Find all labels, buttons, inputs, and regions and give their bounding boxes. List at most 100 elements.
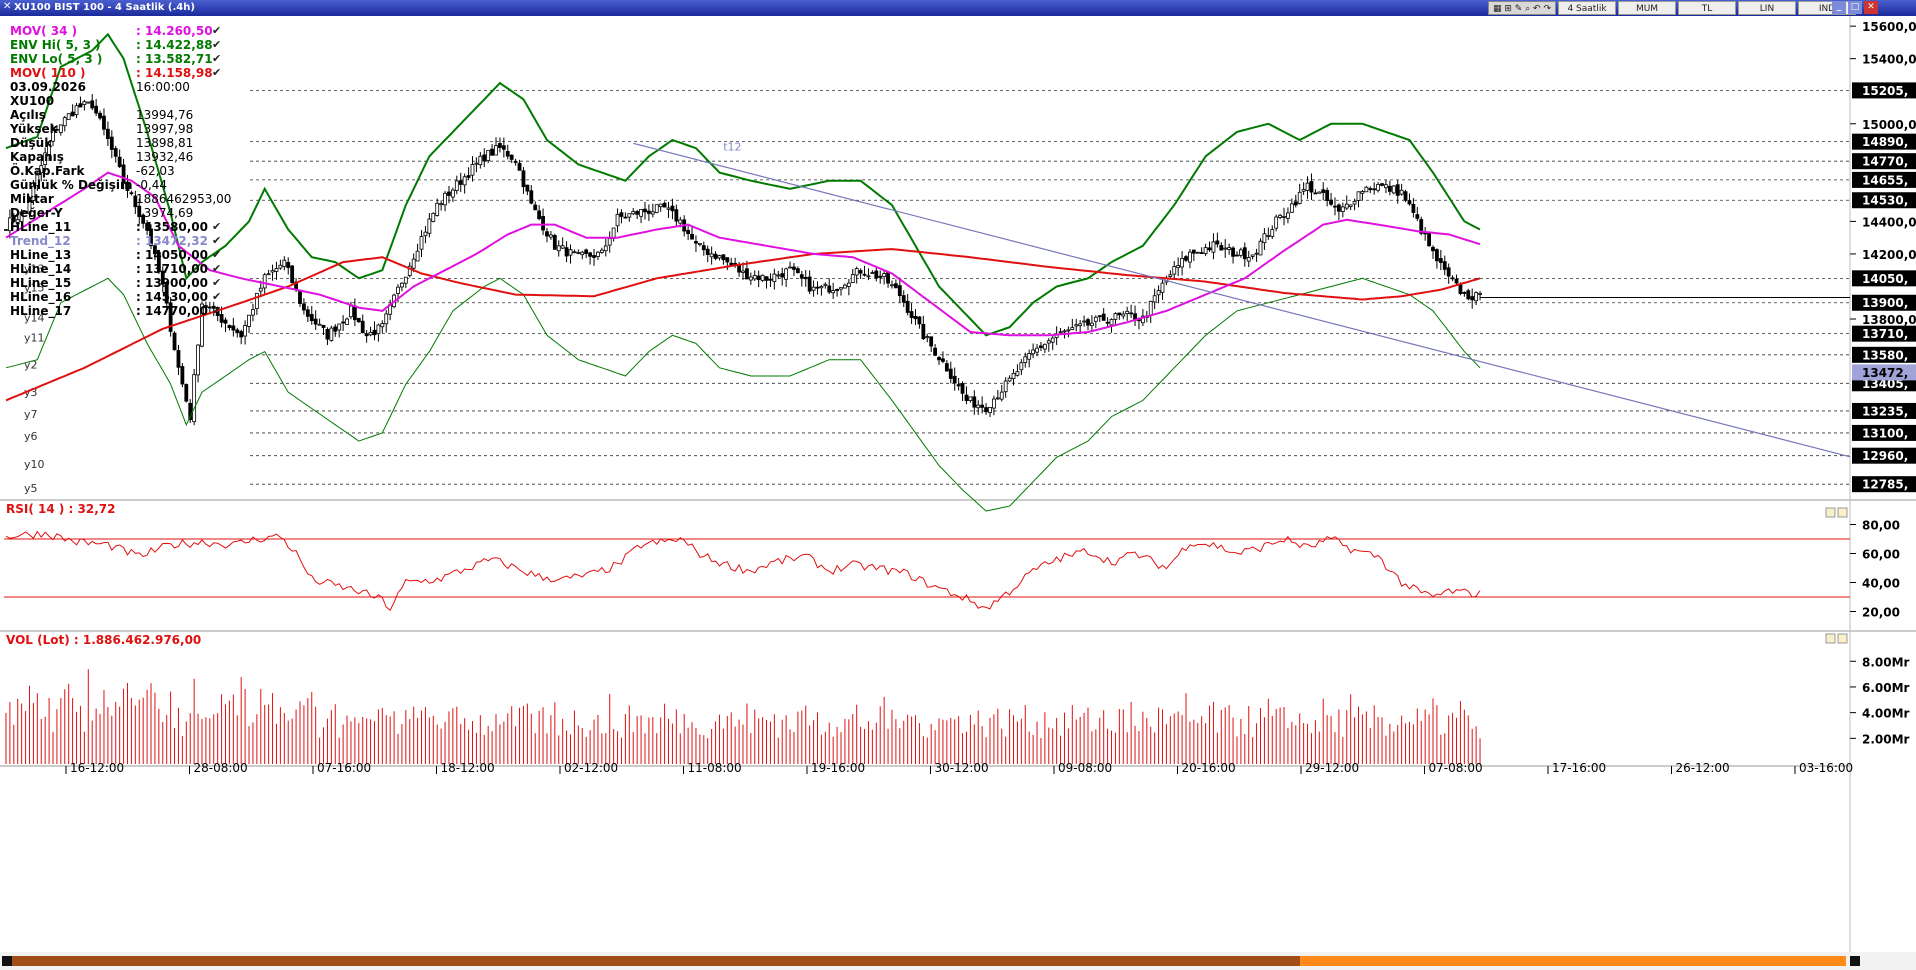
candle-body bbox=[662, 202, 667, 208]
candle-body bbox=[784, 268, 789, 280]
candle-body bbox=[1333, 205, 1337, 208]
price-pane-bg bbox=[0, 16, 1916, 500]
candle-body bbox=[1003, 380, 1008, 393]
candle-body bbox=[423, 231, 428, 237]
candle-body bbox=[823, 283, 828, 286]
candle-body bbox=[1129, 312, 1134, 315]
candle-body bbox=[976, 404, 981, 409]
time-axis-label: 07-16:00 bbox=[317, 761, 371, 775]
candle-body bbox=[333, 326, 338, 332]
candle-body bbox=[1121, 313, 1126, 317]
candle-body bbox=[1203, 247, 1208, 254]
period-selector[interactable]: 4 Saatlik bbox=[1558, 1, 1616, 15]
candle-body bbox=[901, 295, 906, 303]
visibility-check-icon[interactable]: ✔ bbox=[212, 234, 222, 247]
drawing-legend-row-label: HLine_16 bbox=[10, 290, 72, 304]
candle-body bbox=[705, 248, 710, 255]
candle-body bbox=[274, 268, 279, 272]
level-label: y15 bbox=[24, 281, 45, 294]
candle-body bbox=[490, 148, 494, 156]
drawing-legend-row-label: Trend_12 bbox=[10, 234, 71, 248]
price-line-badge-label: 15205, bbox=[1862, 84, 1908, 98]
volume-pane-restore-icon bbox=[1825, 633, 1836, 644]
visibility-check-icon[interactable]: ✔ bbox=[212, 248, 222, 261]
minimize-icon[interactable]: _ bbox=[1832, 1, 1846, 14]
candle-body bbox=[321, 324, 326, 328]
drawing-legend-row-value: : 13710,00 bbox=[136, 262, 208, 276]
candle-body bbox=[1097, 315, 1102, 318]
visibility-check-icon[interactable]: ✔ bbox=[212, 24, 222, 37]
candle-body bbox=[302, 303, 306, 311]
visibility-check-icon[interactable]: ✔ bbox=[212, 290, 222, 303]
candle-body bbox=[1348, 204, 1353, 207]
candle-body bbox=[564, 247, 569, 257]
price-line-badge bbox=[1852, 171, 1916, 188]
ohlc-row-value: 1886462953,00 bbox=[136, 192, 232, 206]
candle-body bbox=[686, 229, 691, 235]
ohlc-row-value: 13898,81 bbox=[136, 136, 194, 150]
time-axis-label: 17-16:00 bbox=[1552, 761, 1606, 775]
candle-body bbox=[105, 128, 110, 140]
window-menu-icon[interactable]: ✕ bbox=[3, 1, 12, 12]
time-axis-label: 18-12:00 bbox=[441, 761, 495, 775]
visibility-check-icon[interactable]: ✔ bbox=[212, 276, 222, 289]
scrollbar-thumb[interactable] bbox=[1300, 956, 1846, 966]
volume-pane-close-icon bbox=[1837, 633, 1848, 644]
candle-body bbox=[47, 141, 51, 155]
candle-body bbox=[133, 195, 138, 208]
candle-body bbox=[913, 316, 918, 320]
visibility-check-icon[interactable]: ✔ bbox=[212, 220, 222, 233]
scroll-right-icon[interactable] bbox=[1850, 956, 1860, 966]
chart-type-selector[interactable]: MUM bbox=[1618, 1, 1676, 15]
candle-body bbox=[1101, 313, 1106, 321]
candle-body bbox=[697, 242, 702, 245]
toolbar-icons[interactable]: ▦ ⊞ ✎ ⌕ ↶ ↷ bbox=[1487, 1, 1556, 15]
candle-body bbox=[415, 250, 420, 262]
candle-body bbox=[756, 275, 761, 281]
candle-body bbox=[545, 231, 549, 237]
candlestick-series bbox=[4, 94, 1482, 426]
visibility-check-icon[interactable]: ✔ bbox=[212, 262, 222, 275]
visibility-check-icon[interactable]: ✔ bbox=[212, 66, 222, 79]
candle-body bbox=[192, 374, 197, 423]
candle-body bbox=[1125, 310, 1130, 315]
candle-body bbox=[1191, 249, 1196, 254]
candle-body bbox=[1305, 182, 1310, 191]
close-icon[interactable]: ✕ bbox=[1864, 1, 1878, 14]
candle-body bbox=[35, 174, 40, 186]
maximize-icon[interactable]: □ bbox=[1848, 1, 1862, 14]
candle-body bbox=[1238, 249, 1243, 256]
price-line-badge-label: 14655, bbox=[1862, 173, 1908, 187]
candle-body bbox=[741, 270, 745, 273]
visibility-check-icon[interactable]: ✔ bbox=[212, 52, 222, 65]
candle-body bbox=[176, 350, 181, 368]
window-title: XU100 BIST 100 - 4 Saatlik (.4h) bbox=[14, 2, 195, 13]
time-axis-label: 30-12:00 bbox=[935, 761, 989, 775]
price-tick-label: 15400,00 bbox=[1862, 53, 1916, 67]
candle-body bbox=[1282, 216, 1286, 218]
time-axis-label: 19-16:00 bbox=[811, 761, 865, 775]
envelope-low-line bbox=[5, 277, 1481, 512]
candle-body bbox=[1438, 258, 1443, 263]
candle-body bbox=[15, 219, 20, 225]
scrollbar-track[interactable] bbox=[12, 956, 1846, 966]
scroll-left-icon[interactable] bbox=[2, 956, 12, 966]
candle-body bbox=[1086, 319, 1090, 326]
visibility-check-icon[interactable]: ✔ bbox=[212, 38, 222, 51]
time-scrollbar[interactable] bbox=[0, 952, 1916, 970]
candle-body bbox=[1395, 184, 1400, 196]
chart-toolbar: ▦ ⊞ ✎ ⌕ ↶ ↷ 4 Saatlik MUM TL LIN IND bbox=[1487, 1, 1856, 15]
candle-body bbox=[980, 404, 985, 408]
scale-selector[interactable]: LIN bbox=[1738, 1, 1796, 15]
candle-body bbox=[1246, 257, 1251, 262]
currency-selector[interactable]: TL bbox=[1678, 1, 1736, 15]
candle-body bbox=[129, 192, 134, 195]
candle-body bbox=[486, 149, 491, 161]
price-tick-label: 14200,00 bbox=[1862, 248, 1916, 262]
indicator-legend-row-value: : 14.260,50 bbox=[136, 24, 213, 38]
candle-body bbox=[772, 273, 777, 283]
candle-body bbox=[286, 262, 291, 268]
candle-body bbox=[643, 208, 647, 213]
visibility-check-icon[interactable]: ✔ bbox=[212, 304, 222, 317]
